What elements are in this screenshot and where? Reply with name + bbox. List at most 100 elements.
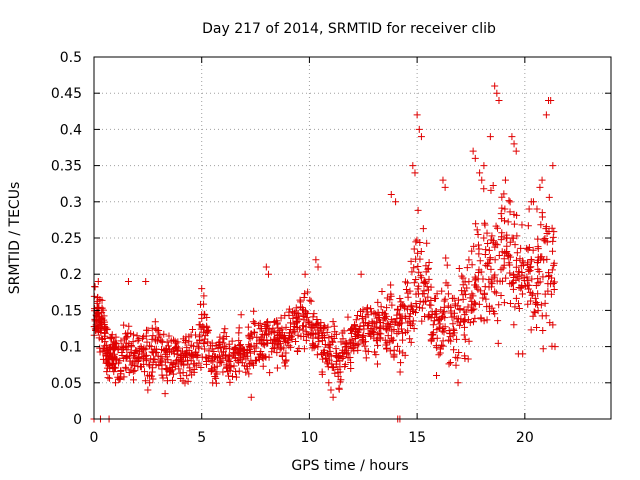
data-point — [183, 372, 191, 380]
data-point — [422, 268, 430, 276]
data-point — [198, 314, 206, 322]
data-point — [146, 362, 154, 370]
data-point — [107, 334, 115, 342]
data-point — [491, 271, 499, 279]
data-point — [410, 325, 418, 333]
data-point — [141, 377, 149, 385]
data-point — [264, 270, 272, 278]
data-point — [129, 367, 137, 375]
data-point — [145, 342, 153, 350]
data-point — [534, 265, 542, 273]
y-tick-label: 0.45 — [51, 86, 82, 102]
data-point — [524, 277, 532, 285]
data-point — [466, 319, 474, 327]
data-point — [155, 333, 163, 341]
data-point — [497, 210, 505, 218]
data-point — [489, 182, 497, 190]
data-point — [394, 342, 402, 350]
data-point — [372, 351, 380, 359]
data-point — [169, 376, 177, 384]
data-point — [508, 280, 516, 288]
data-point — [542, 111, 550, 119]
data-point — [412, 308, 420, 316]
data-point — [398, 319, 406, 327]
data-point — [303, 314, 311, 322]
data-point — [500, 299, 508, 307]
data-point — [533, 205, 541, 213]
data-point — [204, 329, 212, 337]
data-point — [320, 346, 328, 354]
data-point — [509, 285, 517, 293]
data-point — [200, 300, 208, 308]
data-point — [415, 268, 423, 276]
data-point — [462, 308, 470, 316]
data-point — [327, 352, 335, 360]
data-point — [407, 338, 415, 346]
data-point — [157, 353, 165, 361]
data-point — [354, 311, 362, 319]
data-point — [513, 232, 521, 240]
data-point — [213, 370, 221, 378]
data-point — [448, 313, 456, 321]
data-point — [485, 259, 493, 267]
data-point — [440, 297, 448, 305]
data-point — [436, 320, 444, 328]
data-point — [358, 337, 366, 345]
data-point — [307, 331, 315, 339]
y-axis: 0 0.05 0.1 0.15 0.2 0.25 0.3 0.35 0.4 0.45 0.5 — [51, 50, 611, 428]
data-point — [318, 368, 326, 376]
data-point — [294, 331, 302, 339]
data-point — [469, 318, 477, 326]
data-point — [446, 330, 454, 338]
data-point — [462, 290, 470, 298]
data-point — [471, 154, 479, 162]
data-point — [194, 351, 202, 359]
data-point — [250, 361, 258, 369]
data-point — [329, 393, 337, 401]
data-point — [446, 358, 454, 366]
data-point — [423, 239, 431, 247]
data-point — [233, 357, 241, 365]
data-point — [424, 293, 432, 301]
data-point — [296, 296, 304, 304]
data-point — [397, 298, 405, 306]
data-point — [493, 89, 501, 97]
data-point — [375, 329, 383, 337]
data-point — [198, 285, 206, 293]
data-point — [282, 356, 290, 364]
data-point — [439, 176, 447, 184]
data-point — [478, 176, 486, 184]
data-point — [346, 353, 354, 361]
data-point — [263, 331, 271, 339]
data-point — [232, 373, 240, 381]
data-point — [329, 338, 337, 346]
data-point — [354, 346, 362, 354]
data-point — [277, 314, 285, 322]
data-point — [285, 332, 293, 340]
data-point — [367, 305, 375, 313]
data-point — [550, 285, 558, 293]
data-point — [153, 326, 161, 334]
data-point — [91, 283, 99, 291]
x-tick-label: 20 — [516, 430, 534, 446]
data-point — [529, 198, 537, 206]
data-point — [106, 374, 114, 382]
data-point — [184, 377, 192, 385]
data-point — [282, 323, 290, 331]
data-point — [289, 329, 297, 337]
data-point — [433, 334, 441, 342]
data-point — [238, 359, 246, 367]
data-point — [510, 140, 518, 148]
y-tick-label: 0.15 — [51, 303, 82, 319]
data-point — [473, 226, 481, 234]
data-point — [350, 347, 358, 355]
data-point — [419, 290, 427, 298]
data-point — [531, 294, 539, 302]
data-point — [312, 321, 320, 329]
data-point — [224, 356, 232, 364]
data-point — [351, 321, 359, 329]
data-point — [324, 323, 332, 331]
data-point — [367, 332, 375, 340]
data-point — [488, 280, 496, 288]
